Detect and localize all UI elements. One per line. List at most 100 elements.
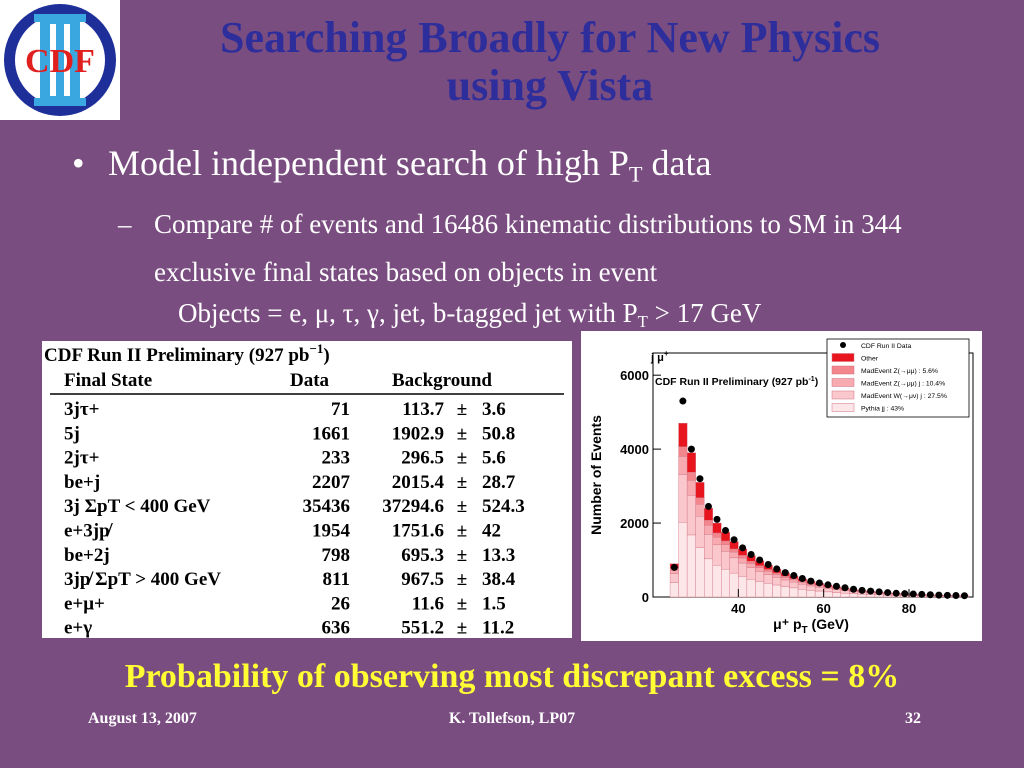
histogram-bar-segment (678, 446, 688, 457)
histogram-bar-segment (840, 592, 850, 598)
table-cell-data: 798 (322, 545, 351, 566)
histogram-bar-segment (721, 551, 730, 570)
table-cell-state: e+γ (64, 618, 92, 638)
histogram-bar-segment (823, 588, 833, 593)
table-cell-background: 11.6 (412, 593, 444, 614)
histogram-bar-segment (814, 587, 824, 592)
logo-text: CDF (25, 43, 95, 80)
histogram-bar-segment (763, 574, 773, 584)
data-point (739, 544, 747, 552)
histogram-bar-segment (789, 579, 799, 583)
table-header-background: Background (392, 370, 492, 391)
table-cell-error: 50.8 (482, 423, 515, 444)
bullet-text-main: Model independent search of high P (108, 143, 629, 183)
histogram-bar-segment (712, 544, 722, 566)
bullet-text-after: data (642, 143, 712, 183)
table-cell-pm: ± (457, 545, 467, 566)
bullet-text: Model independent search of high PT data (108, 142, 711, 188)
table-cell-data: 2207 (312, 472, 351, 493)
footer-author: K. Tollefson, LP07 (448, 710, 576, 727)
final-states-table: CDF Run II Preliminary (927 pb−1) Final S… (42, 341, 572, 639)
data-point (798, 575, 806, 583)
table-cell-data: 26 (331, 593, 350, 614)
legend-label: CDF Run II Data (861, 343, 911, 350)
x-tick-label: 40 (731, 601, 745, 616)
histogram-bar-segment (669, 573, 679, 583)
histogram-bar-segment (806, 584, 816, 587)
plot-legend: CDF Run II Data Other MadEvent Z(→μμ) : 5.… (826, 338, 970, 418)
data-point (781, 569, 789, 577)
data-point (832, 582, 840, 590)
histogram-bar-segment (721, 568, 730, 598)
histogram-bar-segment (823, 591, 833, 598)
sub-bullet-dash: – (118, 209, 132, 239)
bullet-symbol: • (72, 143, 85, 183)
table-row: 2jτ+ 233 296.5 ±5.6 (64, 448, 506, 469)
legend-label: MadEvent Z(→μμ) : 5.6% (861, 368, 938, 375)
histogram-bar-segment (772, 574, 782, 578)
table-cell-error: 524.3 (482, 496, 525, 517)
objects-line: Objects = e, μ, τ, γ, jet, b-tagged jet … (178, 298, 761, 332)
data-point (722, 526, 730, 534)
table-cell-state: be+j (64, 472, 100, 493)
table-caption: CDF Run II Preliminary (927 pb−1) (44, 341, 330, 366)
data-point (892, 589, 900, 597)
table-cell-data: 71 (331, 399, 350, 420)
table-row: e+3jp̸ 1954 1751.6 ±42 (64, 521, 501, 542)
legend-swatch (831, 378, 855, 387)
histogram-bar-segment (695, 504, 705, 517)
muon-pt-plot-graphic: 0 2000 4000 6000 40 60 80 Number of Events μ⁺ pT… (588, 338, 974, 636)
histogram-bar-segment (686, 495, 696, 536)
histogram-bar-segment (712, 536, 722, 546)
table-cell-pm: ± (457, 472, 467, 493)
footer-date: August 13, 2007 (88, 710, 197, 727)
table-row: e+μ+ 26 11.6 ±1.5 (64, 593, 506, 614)
histogram-bar-segment (746, 567, 756, 580)
legend-label: MadEvent Z(→μμ) j : 10.4% (861, 381, 945, 388)
table-cell-state: e+μ+ (64, 593, 105, 614)
table-row: 3j ΣpT < 400 GeV 35436 37294.6 ±524.3 (64, 496, 525, 517)
data-point (815, 579, 823, 587)
histogram-bar-segment (703, 534, 713, 560)
legend-swatch (831, 353, 855, 362)
histogram-bar-segment (780, 576, 790, 578)
data-point (884, 589, 892, 597)
objects-text-after: > 17 GeV (647, 298, 762, 328)
table-cell-pm: ± (457, 593, 467, 614)
histogram-bar-segment (678, 474, 688, 523)
table-cell-error: 38.4 (482, 569, 516, 590)
table-cell-pm: ± (457, 399, 467, 420)
objects-text-sub: T (637, 312, 648, 332)
table-cell-background: 113.7 (402, 399, 444, 420)
histogram-bar-segment (712, 522, 722, 534)
table-cell-pm: ± (457, 423, 467, 444)
y-tick-label: 2000 (620, 516, 649, 531)
data-point (824, 581, 832, 589)
y-tick-label: 4000 (620, 442, 649, 457)
sub-bullet-text: Compare # of events and 16486 kinematic … (154, 209, 902, 287)
table-cell-data: 1661 (312, 423, 350, 444)
table-cell-state: 3jp̸ ΣpT > 400 GeV (64, 569, 221, 590)
data-point (926, 591, 934, 599)
x-tick-label: 60 (816, 601, 830, 616)
slide-title: Searching Broadly for New Physics using … (130, 14, 970, 110)
histogram-bar-segment (831, 592, 841, 598)
histogram-bar-segment (686, 534, 696, 598)
data-point (867, 587, 875, 595)
table-cell-state: e+3jp̸ (64, 521, 114, 542)
histogram-bar-segment (686, 480, 696, 496)
histogram-bar-segment (721, 544, 730, 552)
histogram-bar-segment (729, 557, 739, 574)
y-axis-label: Number of Events (588, 415, 604, 535)
histogram-bar-segment (746, 563, 756, 569)
conclusion-text: Probability of observing most discrepant… (124, 658, 900, 695)
cdf-logo: CDF (0, 0, 120, 120)
table-cell-error: 13.3 (482, 545, 515, 566)
data-point (841, 584, 849, 592)
data-point (704, 502, 712, 510)
table-cell-pm: ± (457, 618, 467, 638)
histogram-bar-segment (695, 516, 705, 548)
table-cell-data: 811 (323, 569, 350, 590)
table-cell-error: 5.6 (482, 448, 506, 469)
histogram-bar-segment (738, 557, 748, 564)
